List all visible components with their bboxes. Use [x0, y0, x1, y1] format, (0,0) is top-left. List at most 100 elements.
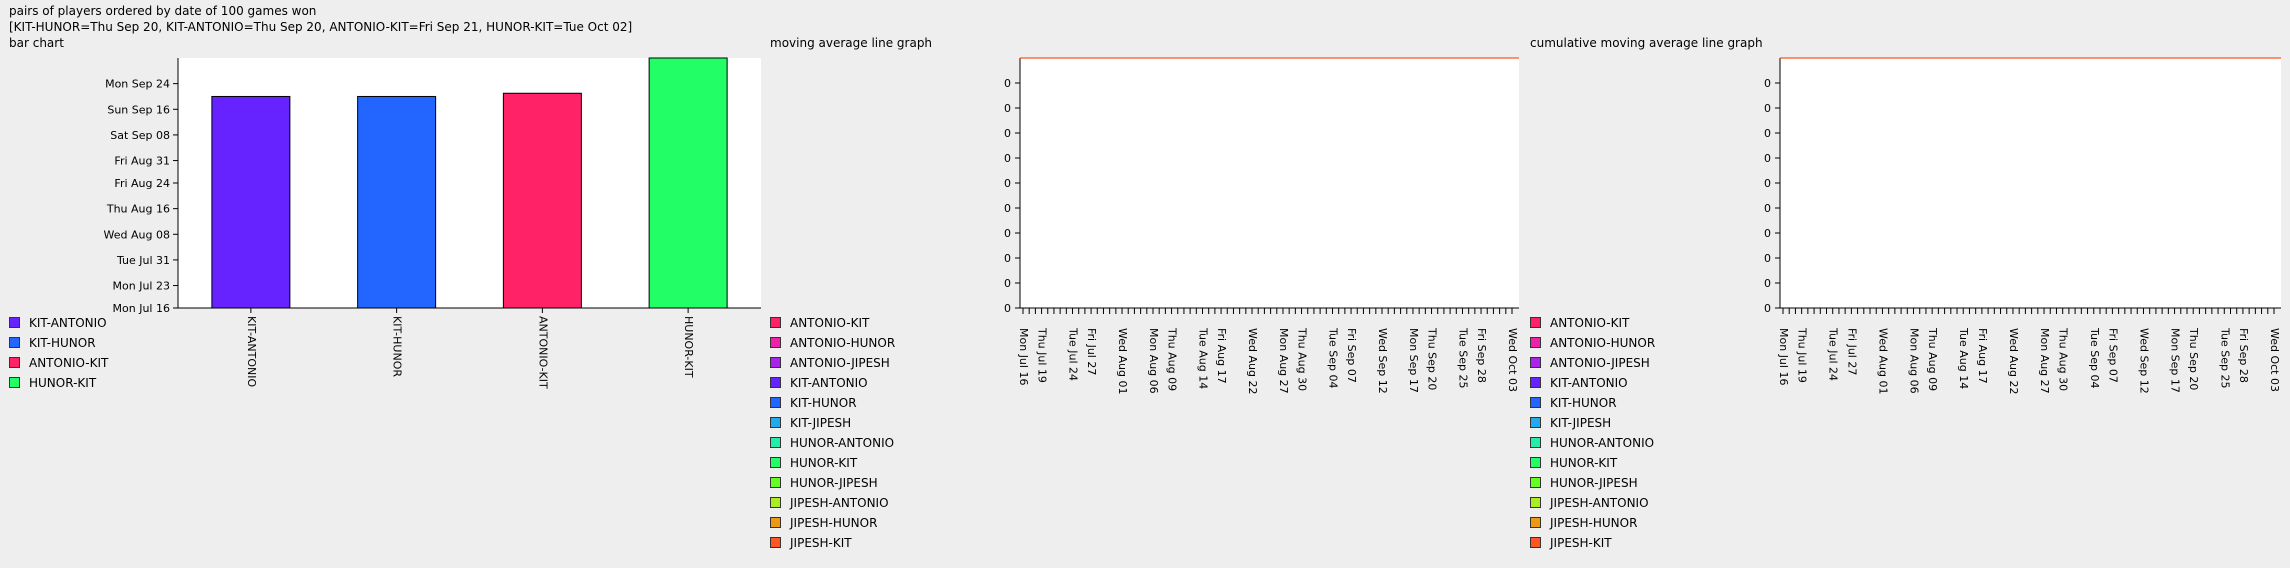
legend-swatch	[9, 357, 20, 368]
mavg-y-tick-label: 0	[1004, 177, 1011, 190]
cmavg-y-tick-label: 0	[1764, 277, 1771, 290]
legend-label: ANTONIO-JIPESH	[1550, 356, 1650, 370]
legend-label: ANTONIO-HUNOR	[790, 336, 896, 350]
legend-swatch	[770, 497, 781, 508]
legend-item: HUNOR-KIT	[770, 453, 895, 473]
legend-item: ANTONIO-HUNOR	[1530, 333, 1655, 353]
cmavg-y-tick-label: 0	[1764, 77, 1771, 90]
cmavg-x-tick-label: Wed Oct 03	[2268, 328, 2281, 392]
cmavg-y-tick-label: 0	[1764, 302, 1771, 315]
mavg-x-tick-label: Mon Aug 06	[1147, 328, 1160, 394]
cmavg-x-tick-label: Fri Jul 27	[1845, 328, 1858, 375]
legend-item: KIT-HUNOR	[1530, 393, 1655, 413]
cmavg-x-tick-label: Wed Aug 22	[2007, 328, 2020, 394]
legend-item: JIPESH-ANTONIO	[1530, 493, 1655, 513]
bar-x-tick-label: KIT-HUNOR	[391, 316, 404, 377]
legend-label: ANTONIO-JIPESH	[790, 356, 890, 370]
bar-x-tick-label: HUNOR-KIT	[682, 316, 695, 378]
legend-label: HUNOR-JIPESH	[790, 476, 878, 490]
legend-item: ANTONIO-KIT	[770, 313, 895, 333]
moving-average-label: moving average line graph	[770, 36, 933, 50]
mavg-x-tick-label: Fri Sep 07	[1345, 328, 1358, 383]
bar-chart-legend: KIT-ANTONIO KIT-HUNOR ANTONIO-KIT HUNOR-KIT	[9, 313, 108, 393]
legend-swatch	[1530, 337, 1541, 348]
mavg-y-tick-label: 0	[1004, 202, 1011, 215]
mavg-x-tick-label: Wed Sep 12	[1376, 328, 1389, 394]
legend-swatch	[770, 437, 781, 448]
bar-y-tick-label: Fri Aug 31	[114, 155, 170, 168]
legend-item: JIPESH-HUNOR	[770, 513, 895, 533]
legend-swatch	[9, 317, 20, 328]
legend-swatch	[770, 317, 781, 328]
cmavg-x-tick-label: Thu Aug 30	[2057, 327, 2070, 391]
legend-label: JIPESH-KIT	[1550, 536, 1612, 550]
mavg-y-tick-label: 0	[1004, 77, 1011, 90]
bar-y-tick-label: Thu Aug 16	[106, 203, 170, 216]
summary-text: [KIT-HUNOR=Thu Sep 20, KIT-ANTONIO=Thu S…	[9, 20, 633, 34]
bar	[211, 95, 291, 309]
bar-y-tick-label: Mon Sep 24	[105, 78, 170, 91]
mavg-x-tick-label: Tue Sep 25	[1456, 327, 1469, 389]
legend-swatch	[1530, 517, 1541, 528]
moving-average-legend: ANTONIO-KIT ANTONIO-HUNOR ANTONIO-JIPESH KI…	[770, 313, 895, 553]
legend-swatch	[1530, 317, 1541, 328]
legend-item: JIPESH-KIT	[1530, 533, 1655, 553]
mavg-x-tick-label: Thu Aug 30	[1296, 327, 1309, 391]
cmavg-x-tick-label: Tue Sep 25	[2218, 327, 2231, 389]
legend-swatch	[770, 337, 781, 348]
mavg-y-tick-label: 0	[1004, 227, 1011, 240]
bar	[357, 95, 437, 309]
cmavg-y-tick-label: 0	[1764, 177, 1771, 190]
cmavg-y-tick-label: 0	[1764, 202, 1771, 215]
cmavg-y-tick-label: 0	[1764, 152, 1771, 165]
legend-item: KIT-ANTONIO	[9, 313, 108, 333]
bar-y-tick-label: Tue Jul 31	[116, 254, 170, 267]
legend-label: KIT-HUNOR	[1550, 396, 1617, 410]
bar-y-tick-label: Fri Aug 24	[114, 177, 170, 190]
bar-chart-label: bar chart	[9, 36, 64, 50]
legend-item: KIT-HUNOR	[770, 393, 895, 413]
legend-label: KIT-JIPESH	[1550, 416, 1612, 430]
mavg-x-tick-label: Tue Aug 14	[1197, 327, 1210, 389]
legend-item: JIPESH-KIT	[770, 533, 895, 553]
cmavg-y-tick-label: 0	[1764, 252, 1771, 265]
legend-label: ANTONIO-KIT	[29, 356, 109, 370]
legend-item: ANTONIO-KIT	[9, 353, 108, 373]
legend-item: HUNOR-KIT	[9, 373, 108, 393]
legend-item: JIPESH-HUNOR	[1530, 513, 1655, 533]
bar-y-tick-label: Mon Jul 16	[113, 302, 170, 315]
mavg-y-tick-label: 0	[1004, 152, 1011, 165]
legend-swatch	[1530, 477, 1541, 488]
mavg-x-tick-label: Thu Jul 19	[1036, 327, 1049, 383]
cmavg-y-tick-label: 0	[1764, 127, 1771, 140]
legend-label: JIPESH-ANTONIO	[1550, 496, 1649, 510]
legend-swatch	[9, 377, 20, 388]
mavg-y-tick-label: 0	[1004, 127, 1011, 140]
cmavg-x-tick-label: Thu Sep 20	[2187, 327, 2200, 390]
legend-item: KIT-JIPESH	[1530, 413, 1655, 433]
mavg-x-tick-label: Mon Sep 17	[1407, 328, 1420, 393]
cumulative-moving-average-label: cumulative moving average line graph	[1530, 36, 1763, 50]
legend-label: ANTONIO-HUNOR	[1550, 336, 1656, 350]
cmavg-x-tick-label: Tue Jul 24	[1827, 327, 1840, 381]
legend-item: KIT-ANTONIO	[1530, 373, 1655, 393]
legend-swatch	[770, 457, 781, 468]
cmavg-x-tick-label: Wed Aug 01	[1876, 328, 1889, 394]
legend-label: ANTONIO-KIT	[1550, 316, 1630, 330]
legend-swatch	[770, 357, 781, 368]
legend-label: HUNOR-KIT	[1550, 456, 1618, 470]
legend-item: ANTONIO-JIPESH	[1530, 353, 1655, 373]
legend-item: ANTONIO-KIT	[1530, 313, 1655, 333]
legend-label: ANTONIO-KIT	[790, 316, 870, 330]
legend-swatch	[770, 517, 781, 528]
bar-y-tick-label: Sat Sep 08	[110, 129, 170, 142]
bar-x-tick-label: KIT-ANTONIO	[245, 316, 258, 387]
legend-swatch	[1530, 397, 1541, 408]
legend-item: KIT-JIPESH	[770, 413, 895, 433]
legend-label: JIPESH-ANTONIO	[790, 496, 889, 510]
legend-swatch	[1530, 357, 1541, 368]
legend-item: JIPESH-ANTONIO	[770, 493, 895, 513]
legend-label: KIT-JIPESH	[790, 416, 852, 430]
cmavg-x-tick-label: Thu Jul 19	[1796, 327, 1809, 383]
